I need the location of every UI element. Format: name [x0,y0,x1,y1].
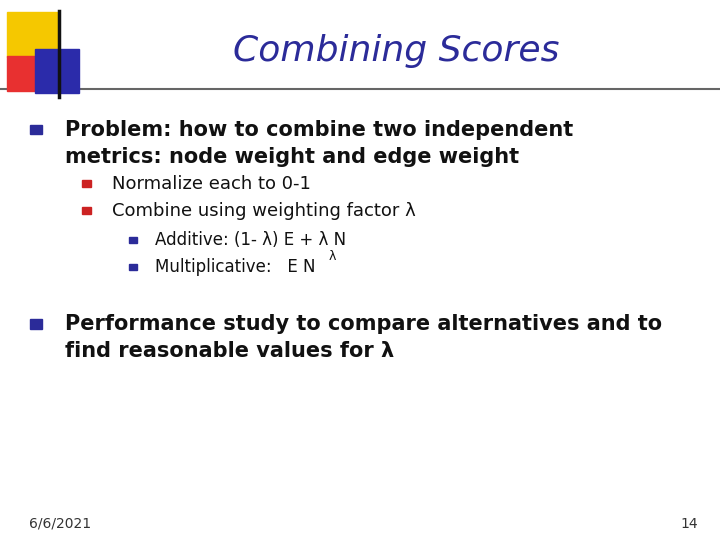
Bar [7,56,35,91]
Bar [7,12,59,57]
Bar [82,207,91,214]
Text: 14: 14 [681,517,698,531]
Text: λ: λ [329,250,336,263]
Bar [30,319,42,329]
Text: Combining Scores: Combining Scores [233,35,559,68]
Text: Combine using weighting factor λ: Combine using weighting factor λ [112,201,415,220]
Text: Problem: how to combine two independent: Problem: how to combine two independent [65,119,573,140]
Text: find reasonable values for λ: find reasonable values for λ [65,341,394,361]
Text: Additive: (1- λ) E + λ N: Additive: (1- λ) E + λ N [155,231,346,249]
Bar [82,180,91,187]
Text: Multiplicative:   E N: Multiplicative: E N [155,258,315,276]
Text: 6/6/2021: 6/6/2021 [29,517,91,531]
Bar [30,125,42,134]
Text: metrics: node weight and edge weight: metrics: node weight and edge weight [65,146,519,167]
Bar [130,237,138,243]
Text: Normalize each to 0-1: Normalize each to 0-1 [112,174,310,193]
Text: Performance study to compare alternatives and to: Performance study to compare alternative… [65,314,662,334]
Bar [35,49,79,93]
Bar [130,264,138,270]
